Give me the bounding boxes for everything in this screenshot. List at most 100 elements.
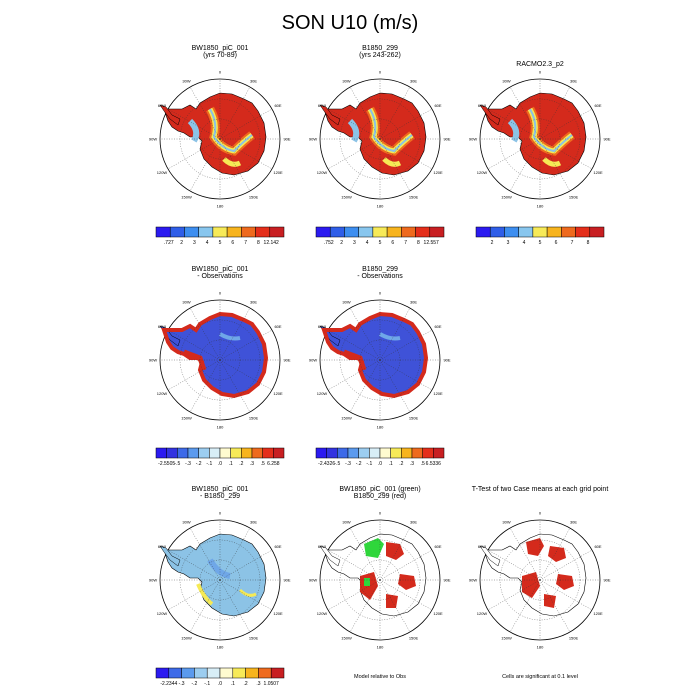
- colorbar-swatch: [155, 447, 167, 459]
- colorbar-swatch: [187, 447, 199, 459]
- colorbar-swatch: [575, 226, 591, 238]
- antarctica-landmass: [479, 92, 587, 176]
- longitude-label: 120E: [273, 611, 283, 616]
- longitude-label: 150W: [181, 636, 192, 641]
- longitude-label: 60E: [434, 103, 441, 108]
- colorbar-swatch: [169, 226, 185, 238]
- colorbar-tick-label: 4: [366, 240, 369, 246]
- colorbar-tick-label: -.1: [206, 461, 212, 467]
- colorbar-tick-label: 12.557: [424, 240, 440, 246]
- longitude-label: 60W: [158, 544, 166, 549]
- colorbar-tick-label: .5: [421, 461, 425, 467]
- longitude-label: 30W: [502, 78, 510, 83]
- colorbar-swatch: [219, 667, 234, 679]
- colorbar-swatch: [415, 226, 431, 238]
- colorbar-tick-label: -2.5505: [158, 461, 175, 467]
- colorbar-tick-label: .3: [256, 681, 260, 687]
- colorbar-tick-label: 8: [257, 240, 260, 246]
- colorbar-swatch: [230, 447, 242, 459]
- panel-title: B1850_299- Observations: [357, 266, 403, 280]
- colorbar-tick-label: -.2: [196, 461, 202, 467]
- colorbar-swatch: [532, 226, 548, 238]
- longitude-label: 120W: [477, 611, 488, 616]
- longitude-label: 60E: [434, 324, 441, 329]
- longitude-label: 180: [217, 425, 224, 430]
- antarctica-polar-map: 0 30E 60E 90E 120E 150E 180 150W 120W 90W 60W 30W: [469, 70, 611, 209]
- longitude-label: 180: [217, 645, 224, 650]
- longitude-label: 30E: [570, 78, 577, 83]
- map-panel: T-Test of two Case means at each grid po…: [460, 486, 620, 696]
- antarctica-polar-map: 0 30E 60E 90E 120E 150E 180 150W 120W 90W 60W 30W: [149, 70, 291, 209]
- colorbar-swatch: [329, 226, 345, 238]
- longitude-label: 60E: [274, 324, 281, 329]
- colorbar-tick-label: 2: [180, 240, 183, 246]
- longitude-label: 90E: [283, 358, 290, 363]
- colorbar-swatch: [194, 667, 208, 679]
- colorbar-swatch: [198, 226, 214, 238]
- longitude-label: 120E: [273, 391, 283, 396]
- colorbar-swatch: [358, 447, 370, 459]
- colorbar-swatch: [347, 447, 359, 459]
- longitude-label: 120W: [157, 611, 168, 616]
- longitude-label: 90W: [469, 578, 477, 583]
- colorbar-tick-label: -.5: [334, 461, 340, 467]
- longitude-label: 150W: [341, 636, 352, 641]
- colorbar-swatch: [561, 226, 576, 238]
- colorbar-tick-label: 7: [571, 240, 574, 246]
- colorbar-tick-label: 6.5336: [426, 461, 442, 467]
- colorbar-swatch: [212, 226, 228, 238]
- colorbar-swatch: [245, 667, 259, 679]
- colorbar-swatch: [489, 226, 505, 238]
- colorbar-tick-label: 6.258: [267, 461, 280, 467]
- map-panel: BW1850_piC_001 (yrs 70-89) 0 30E 60E 90E 120E 1…: [140, 45, 300, 255]
- longitude-label: 60W: [478, 544, 486, 549]
- colorbar-swatch: [326, 447, 338, 459]
- colorbar-swatch: [270, 667, 285, 679]
- longitude-label: 90W: [149, 578, 157, 583]
- colorbar-swatch: [181, 667, 195, 679]
- panel-title: RACMO2.3_p2: [516, 61, 564, 68]
- longitude-label: 60E: [594, 544, 601, 549]
- antarctica-polar-map: 0 30E 60E 90E 120E 150E 180 150W 120W 90W 60W 30W: [469, 511, 611, 650]
- colorbar-swatch: [155, 226, 171, 238]
- map-panel: RACMO2.3_p2 0 30E 60E 90E 120E 150E 180 150W 120W…: [460, 45, 620, 255]
- colorbar-tick-label: -.1: [204, 681, 210, 687]
- longitude-label: 150E: [249, 636, 259, 641]
- colorbar-swatch: [589, 226, 605, 238]
- longitude-label: 60W: [318, 324, 326, 329]
- antarctica-polar-map: 0 30E 60E 90E 120E 150E 180 150W 120W 90W 60W 30W: [149, 511, 291, 650]
- colorbar-swatch: [166, 447, 178, 459]
- longitude-label: 90E: [603, 137, 610, 142]
- longitude-label: 120W: [157, 391, 168, 396]
- colorbar-tick-label: 5: [219, 240, 222, 246]
- colorbar-swatch: [429, 226, 445, 238]
- colorbar-tick-label: 8: [417, 240, 420, 246]
- colorbar-swatch: [198, 447, 210, 459]
- panel-title: B1850_299 (yrs 243-262): [359, 45, 401, 59]
- colorbar-tick-label: 6: [231, 240, 234, 246]
- colorbar-tick-label: 5: [379, 240, 382, 246]
- colorbar-swatch: [369, 447, 381, 459]
- longitude-label: 90E: [283, 137, 290, 142]
- longitude-label: 30W: [182, 299, 190, 304]
- antarctica-landmass: [319, 92, 427, 176]
- colorbar-tick-label: -.3: [185, 461, 191, 467]
- longitude-label: 150E: [249, 195, 259, 200]
- longitude-label: 0: [219, 511, 222, 516]
- colorbar-swatch: [206, 667, 221, 679]
- colorbar-tick-label: 7: [244, 240, 247, 246]
- colorbar-tick-label: .0: [378, 461, 382, 467]
- colorbar-tick-label: .2: [244, 681, 248, 687]
- longitude-label: 150W: [341, 416, 352, 421]
- colorbar-swatch: [401, 447, 413, 459]
- colorbar-tick-label: .3: [250, 461, 254, 467]
- longitude-label: 90E: [443, 578, 450, 583]
- colorbar-tick-label: .2: [399, 461, 403, 467]
- longitude-label: 30W: [342, 519, 350, 524]
- colorbar-swatch: [475, 226, 491, 238]
- longitude-label: 90E: [603, 578, 610, 583]
- colorbar-swatch: [315, 447, 327, 459]
- panel-title: BW1850_piC_001 (yrs 70-89): [191, 45, 249, 59]
- colorbar-swatch: [219, 447, 231, 459]
- longitude-label: 150E: [569, 195, 579, 200]
